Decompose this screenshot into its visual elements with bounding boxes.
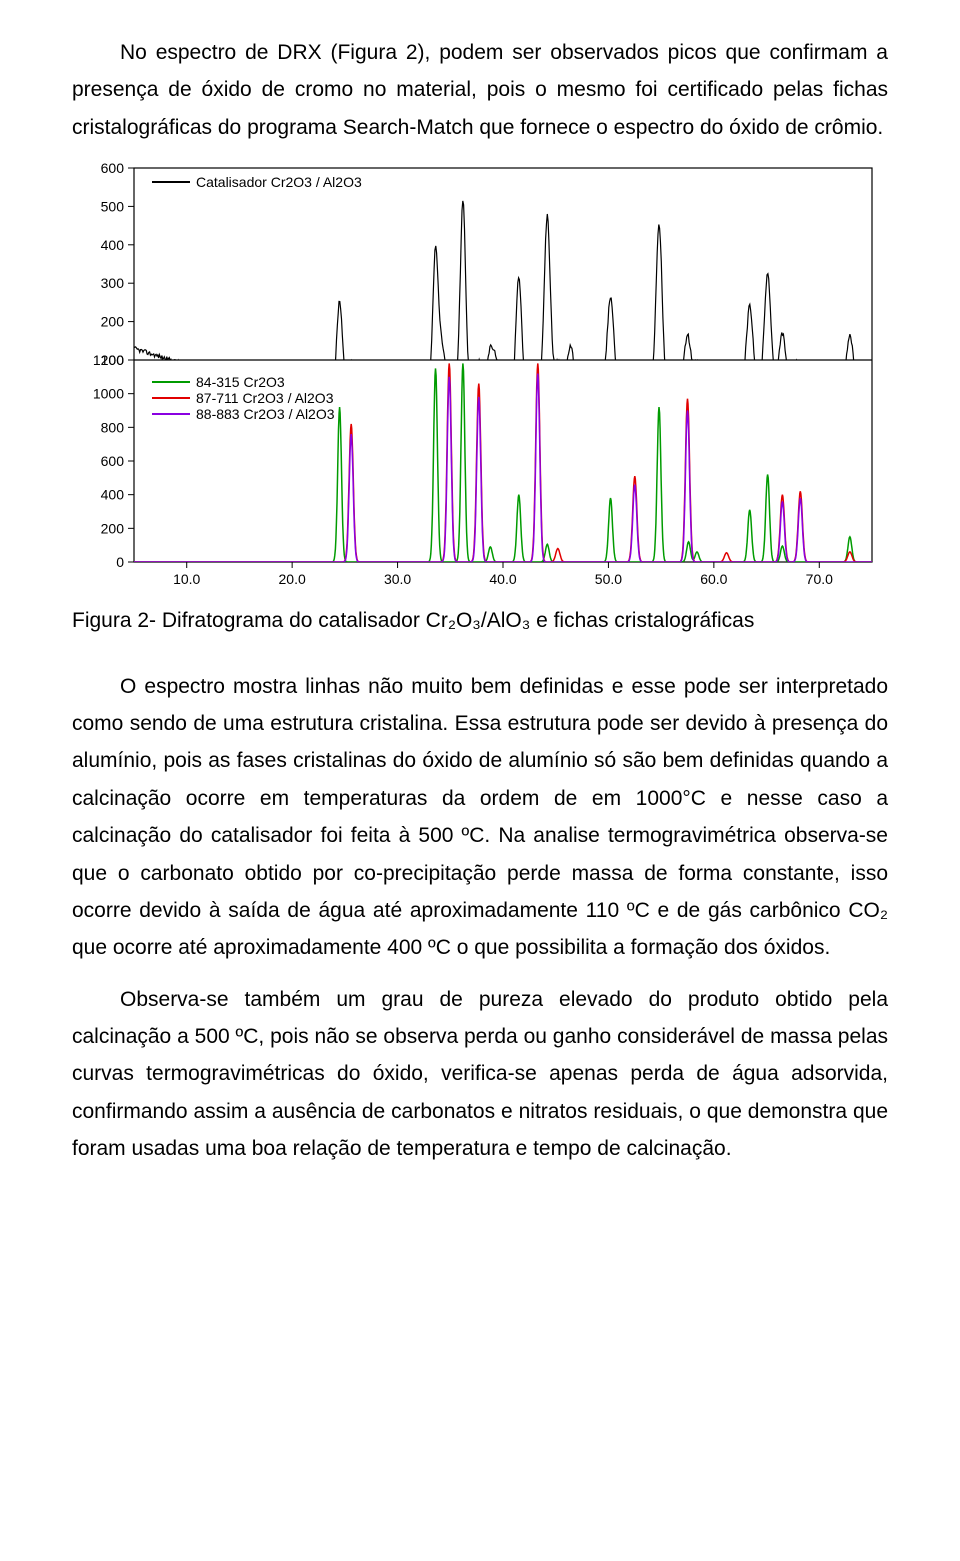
svg-text:87-711 Cr2O3 / Al2O3: 87-711 Cr2O3 / Al2O3: [196, 390, 334, 406]
svg-text:200: 200: [101, 520, 125, 536]
svg-text:70.0: 70.0: [806, 571, 833, 587]
xrd-chart-svg: 1002003004005006000200400600800100012001…: [72, 160, 882, 600]
svg-text:200: 200: [101, 314, 125, 330]
svg-text:600: 600: [101, 160, 125, 176]
svg-text:400: 400: [101, 237, 125, 253]
paragraph-2: O espectro mostra linhas não muito bem d…: [72, 668, 888, 967]
figure-caption: Figura 2- Difratograma do catalisador Cr…: [72, 604, 888, 638]
paragraph-1: No espectro de DRX (Figura 2), podem ser…: [72, 34, 888, 146]
paragraph-3: Observa-se também um grau de pureza elev…: [72, 981, 888, 1168]
svg-text:88-883 Cr2O3 / Al2O3: 88-883 Cr2O3 / Al2O3: [196, 406, 335, 422]
svg-text:50.0: 50.0: [595, 571, 622, 587]
svg-text:1200: 1200: [93, 352, 124, 368]
svg-text:10.0: 10.0: [173, 571, 200, 587]
svg-text:40.0: 40.0: [489, 571, 516, 587]
svg-text:20.0: 20.0: [279, 571, 306, 587]
svg-text:Catalisador Cr2O3 / Al2O3: Catalisador Cr2O3 / Al2O3: [196, 174, 362, 190]
svg-text:800: 800: [101, 419, 125, 435]
xrd-chart: 1002003004005006000200400600800100012001…: [72, 160, 888, 600]
svg-text:30.0: 30.0: [384, 571, 411, 587]
svg-text:500: 500: [101, 199, 125, 215]
document-page: No espectro de DRX (Figura 2), podem ser…: [0, 0, 960, 1232]
svg-text:60.0: 60.0: [700, 571, 727, 587]
svg-text:300: 300: [101, 275, 125, 291]
svg-text:84-315 Cr2O3: 84-315 Cr2O3: [196, 374, 285, 390]
svg-text:400: 400: [101, 487, 125, 503]
svg-text:600: 600: [101, 453, 125, 469]
svg-text:0: 0: [116, 554, 124, 570]
svg-text:1000: 1000: [93, 386, 124, 402]
